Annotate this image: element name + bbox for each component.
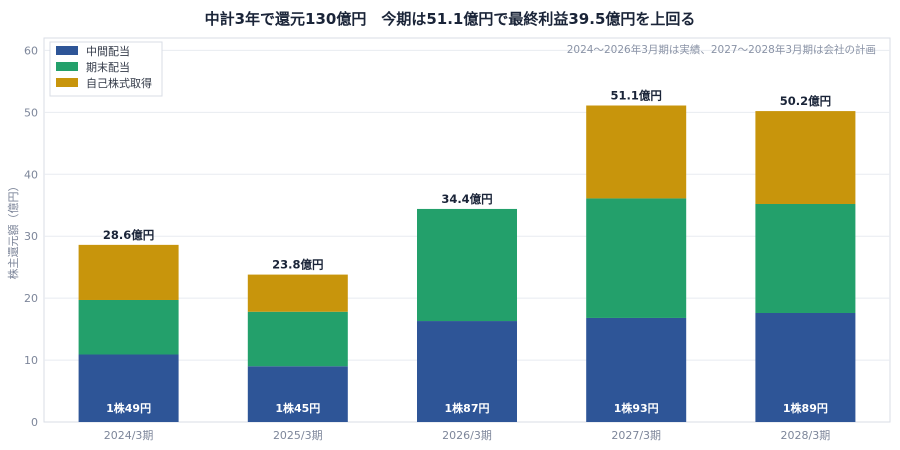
gridlines xyxy=(44,49,890,361)
bar-segment xyxy=(417,208,517,322)
y-tick-label: 20 xyxy=(24,292,38,305)
legend-swatch xyxy=(56,78,78,87)
bar-segment xyxy=(586,198,687,318)
x-tick-label: 2024/3期 xyxy=(104,429,154,442)
data-labels: 28.6億円 1株49円 23.8億円 1株45円 34.4億円 1株87円 51.1億円 1… xyxy=(103,89,831,415)
bar-segment xyxy=(78,244,179,300)
y-tick-label: 60 xyxy=(24,44,38,57)
x-tick-label: 2027/3期 xyxy=(611,429,661,442)
y-tick-label: 30 xyxy=(24,230,38,243)
bar-segment xyxy=(586,105,687,199)
bars xyxy=(78,105,856,422)
legend-swatch xyxy=(56,62,78,71)
per-share-label: 1株89円 xyxy=(783,401,828,415)
per-share-label: 1株45円 xyxy=(275,401,320,415)
bar-segment xyxy=(78,354,179,422)
bar-segment xyxy=(755,203,856,313)
y-tick-label: 40 xyxy=(24,168,38,181)
bar-segment xyxy=(755,312,856,422)
bar-segment xyxy=(247,274,348,312)
y-axis-label: 株主還元額（億円） xyxy=(6,181,20,280)
legend-label: 期末配当 xyxy=(86,60,130,74)
legend-label: 中間配当 xyxy=(86,44,130,58)
per-share-label: 1株87円 xyxy=(445,401,490,415)
bar-total-label: 50.2億円 xyxy=(780,94,831,108)
bar-segment xyxy=(247,366,348,422)
bar-total-label: 23.8億円 xyxy=(272,258,323,272)
bar-total-label: 51.1億円 xyxy=(611,89,662,103)
chart-title: 中計3年で還元130億円 今期は51.1億円で最終利益39.5億円を上回る xyxy=(205,10,696,28)
x-tick-label: 2028/3期 xyxy=(781,429,831,442)
per-share-label: 1株93円 xyxy=(614,401,659,415)
bar-segment xyxy=(247,311,348,367)
x-tick-label: 2026/3期 xyxy=(442,429,492,442)
bar-total-label: 28.6億円 xyxy=(103,228,154,242)
per-share-label: 1株49円 xyxy=(106,401,151,415)
legend-label: 自己株式取得 xyxy=(86,76,152,90)
axes: 0 10 20 30 40 50 60 2024/3期 2025/3期 2026/3期 2027/3… xyxy=(24,44,830,442)
bar-segment xyxy=(755,111,856,204)
x-tick-label: 2025/3期 xyxy=(273,429,323,442)
y-tick-label: 50 xyxy=(24,106,38,119)
bar-total-label: 34.4億円 xyxy=(441,192,492,206)
bar-segment xyxy=(417,321,517,422)
y-tick-label: 0 xyxy=(31,416,38,429)
bar-segment xyxy=(78,299,179,355)
legend-swatch xyxy=(56,46,78,55)
bar-segment xyxy=(586,317,687,422)
chart-note: 2024〜2026年3月期は実績、2027〜2028年3月期は会社の計画 xyxy=(567,43,876,56)
y-tick-label: 10 xyxy=(24,354,38,367)
